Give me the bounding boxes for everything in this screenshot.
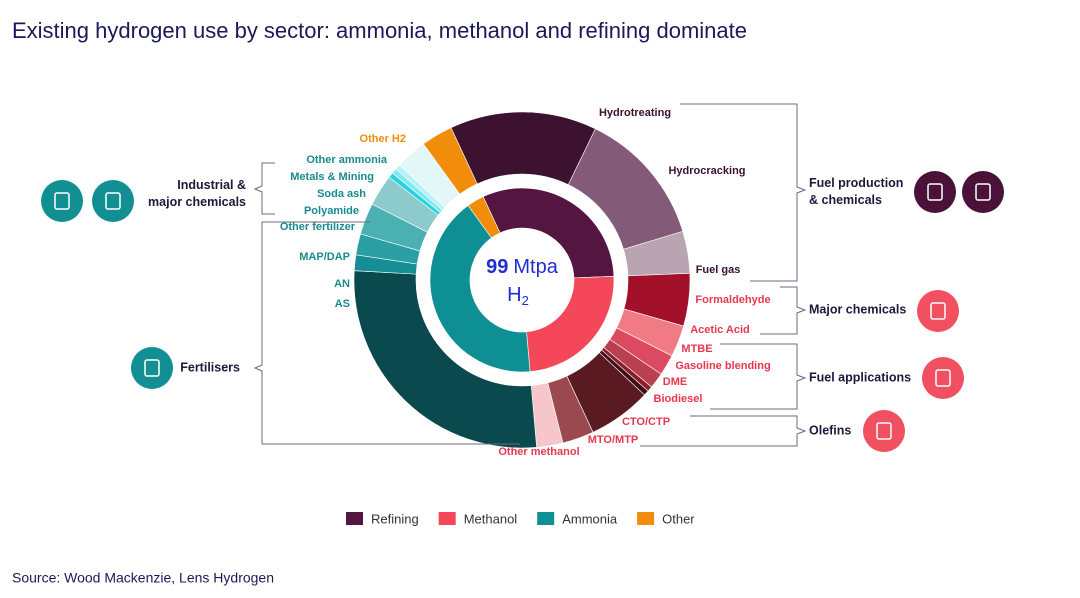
group-icon-glyph <box>927 183 943 201</box>
subsector-label: Other ammonia <box>306 154 388 166</box>
legend-swatch <box>537 512 555 525</box>
subsector-label: MTBE <box>681 343 712 355</box>
subsector-label: DME <box>663 376 687 388</box>
sector-arc <box>429 205 531 373</box>
legend-swatch <box>346 512 363 525</box>
subsector-label: Formaldehyde <box>695 294 770 306</box>
center-symbol-h: H <box>507 284 521 306</box>
group-icon <box>92 180 134 222</box>
subsector-label: Soda ash <box>317 188 366 200</box>
sector-arc <box>467 196 501 239</box>
group-label: Olefins <box>809 423 851 437</box>
center-subscript: 2 <box>522 293 529 308</box>
center-unit: Mtpa <box>513 256 558 278</box>
chart-title: Existing hydrogen use by sector: ammonia… <box>12 18 747 43</box>
group-icon <box>914 171 956 213</box>
legend-swatch <box>438 512 456 525</box>
sector-arc <box>482 187 615 279</box>
group-label: major chemicals <box>148 195 246 209</box>
group-bracket <box>640 415 807 447</box>
legend-label: Other <box>662 511 695 526</box>
subsector-label: Hydrocracking <box>668 165 745 177</box>
group-label: Major chemicals <box>809 302 906 316</box>
subsector-label: Metals & Mining <box>290 171 374 183</box>
subsector-label: CTO/CTP <box>622 416 670 428</box>
group-icon <box>131 347 173 389</box>
group-icon-glyph <box>54 192 70 210</box>
subsector-label: AS <box>335 298 350 310</box>
group-bracket <box>760 286 807 335</box>
group-icon <box>962 171 1004 213</box>
subsector-label: Polyamide <box>304 205 359 217</box>
group-icon <box>917 290 959 332</box>
group-icon <box>922 357 964 399</box>
subsector-label: MAP/DAP <box>299 251 350 263</box>
center-total: 99 Mtpa <box>486 256 559 278</box>
source: Source: Wood Mackenzie, Lens Hydrogen <box>12 570 274 586</box>
group-icon <box>41 180 83 222</box>
group-bracket <box>253 162 275 215</box>
legend-label: Refining <box>371 511 419 526</box>
group-icon-glyph <box>935 369 951 387</box>
subsector-arc <box>423 127 478 195</box>
subsector-label: Other fertilizer <box>280 221 356 233</box>
center-symbol: H2 <box>507 284 529 308</box>
group-icon-glyph <box>876 422 892 440</box>
subsector-label: Gasoline blending <box>675 360 770 372</box>
group-label: Fuel applications <box>809 370 911 384</box>
center-value: 99 <box>486 256 508 278</box>
group-label: Fertilisers <box>180 360 240 374</box>
subsector-label: MTO/MTP <box>588 434 639 446</box>
subsector-label: AN <box>334 278 350 290</box>
legend-swatch <box>637 512 655 525</box>
subsector-label: Fuel gas <box>696 264 741 276</box>
group-icon-glyph <box>144 359 160 377</box>
subsector-arc <box>353 270 537 449</box>
subsector-label: Acetic Acid <box>690 324 750 336</box>
legend-label: Methanol <box>464 511 518 526</box>
group-label: Fuel production <box>809 176 903 190</box>
group-bracket <box>680 103 807 282</box>
legend-label: Ammonia <box>562 511 618 526</box>
group-icon-glyph <box>930 302 946 320</box>
group-icon-glyph <box>105 192 121 210</box>
group-icon-glyph <box>975 183 991 201</box>
subsector-label: Biodiesel <box>654 393 703 405</box>
group-label: & chemicals <box>809 193 882 207</box>
subsector-label: Urea <box>410 423 435 435</box>
group-icon <box>863 410 905 452</box>
subsector-label: Other methanol <box>498 446 579 458</box>
group-bracket <box>710 343 807 410</box>
subsector-label: Other H2 <box>360 133 406 145</box>
group-bracket <box>253 221 520 445</box>
group-label: Industrial & <box>177 178 246 192</box>
subsector-label: Hydrotreating <box>599 107 671 119</box>
